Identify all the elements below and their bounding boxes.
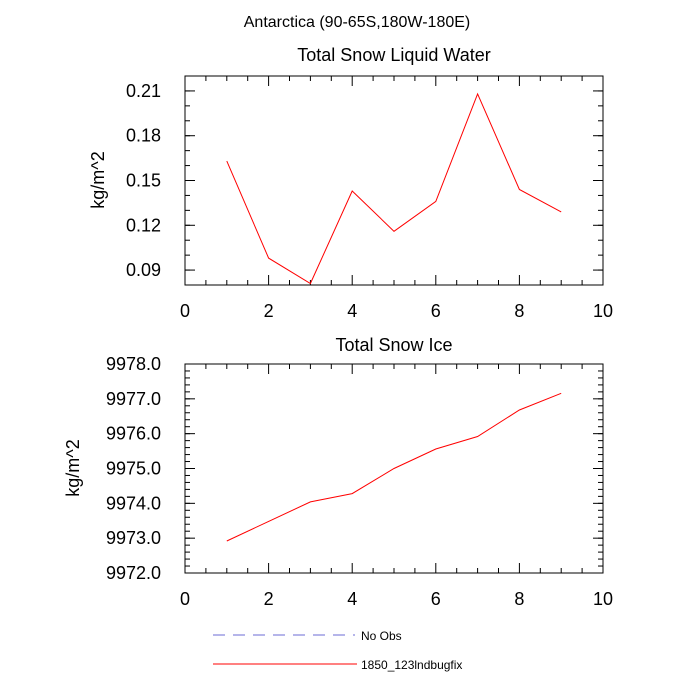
y-tick-label: 0.12 bbox=[126, 215, 161, 235]
legend-item-no-obs: No Obs bbox=[213, 629, 402, 643]
panel-total-snow-ice: Total Snow Ice kg/m^2 9972.0 9973.0 9974.0… bbox=[63, 335, 613, 609]
y-tick-labels: 0.09 0.12 0.15 0.18 0.21 bbox=[126, 81, 161, 280]
figure-title: Antarctica (90-65S,180W-180E) bbox=[244, 14, 470, 31]
y-tick-label: 9975.0 bbox=[106, 459, 161, 479]
legend-item-1850-123lndbugfix: 1850_123lndbugfix bbox=[213, 658, 462, 672]
y-axis-label: kg/m^2 bbox=[88, 151, 108, 208]
panel-total-snow-liquid-water: Total Snow Liquid Water kg/m^2 0.090.120… bbox=[88, 45, 613, 321]
panel-title: Total Snow Ice bbox=[335, 335, 452, 355]
y-tick-label: 0.18 bbox=[126, 126, 161, 146]
y-tick-label: 9977.0 bbox=[106, 389, 161, 409]
legend-label-1850-123lndbugfix: 1850_123lndbugfix bbox=[361, 658, 462, 672]
series-lines bbox=[226, 92, 562, 285]
y-tick-label: 9978.0 bbox=[106, 354, 161, 374]
series-line bbox=[226, 92, 562, 285]
x-tick-label: 4 bbox=[347, 301, 357, 321]
x-tick-label: 10 bbox=[593, 589, 613, 609]
y-tick-label: 0.15 bbox=[126, 171, 161, 191]
y-tick-label: 9974.0 bbox=[106, 493, 161, 513]
x-tick-labels: 0 2 4 6 8 10 bbox=[180, 589, 613, 609]
tick-marks bbox=[184, 363, 604, 574]
x-tick-labels: 0 2 4 6 8 10 bbox=[180, 301, 613, 321]
y-axis-label: kg/m^2 bbox=[63, 439, 83, 496]
x-tick-label: 0 bbox=[180, 589, 190, 609]
y-tick-labels: 9972.0 9973.0 9974.0 9975.0 9976.0 9977.0 9978… bbox=[106, 354, 161, 583]
tick-marks bbox=[184, 75, 604, 286]
y-tick-label: 0.21 bbox=[126, 81, 161, 101]
x-tick-label: 8 bbox=[514, 301, 524, 321]
panel-title: Total Snow Liquid Water bbox=[297, 45, 490, 65]
y-tick-label: 9972.0 bbox=[106, 563, 161, 583]
x-tick-label: 6 bbox=[431, 301, 441, 321]
y-tick-label: 9976.0 bbox=[106, 424, 161, 444]
x-tick-label: 2 bbox=[264, 589, 274, 609]
x-tick-label: 6 bbox=[431, 589, 441, 609]
y-tick-label: 9973.0 bbox=[106, 528, 161, 548]
series-line bbox=[226, 392, 562, 542]
plot-frame bbox=[184, 75, 604, 286]
series-lines bbox=[226, 392, 562, 542]
legend: No Obs 1850_123lndbugfix bbox=[213, 629, 462, 672]
x-tick-label: 2 bbox=[264, 301, 274, 321]
x-tick-label: 0 bbox=[180, 301, 190, 321]
y-tick-label: 0.09 bbox=[126, 260, 161, 280]
legend-label-no-obs: No Obs bbox=[361, 629, 402, 643]
x-tick-label: 4 bbox=[347, 589, 357, 609]
x-tick-label: 10 bbox=[593, 301, 613, 321]
x-tick-label: 8 bbox=[514, 589, 524, 609]
